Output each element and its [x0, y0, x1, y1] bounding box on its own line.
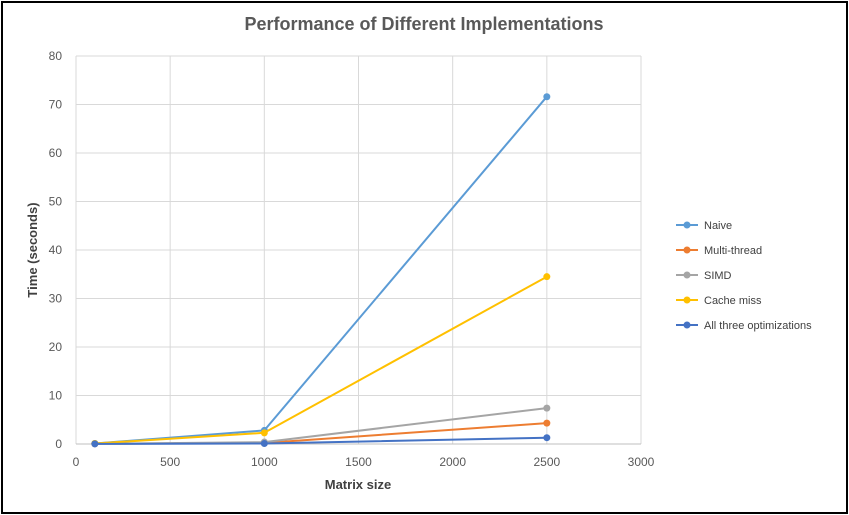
- chart-title: Performance of Different Implementations: [244, 14, 603, 34]
- series-group: [91, 93, 551, 448]
- x-tick-label: 0: [73, 455, 80, 469]
- legend-label: Naive: [704, 220, 732, 232]
- legend-label: Multi-thread: [704, 245, 762, 257]
- axes: 0 10 20 30 40 50 60 70 80 0 500 1000 1500 2000 2500 300…: [49, 49, 655, 469]
- legend-item: Naive: [676, 220, 732, 232]
- legend-label: Cache miss: [704, 295, 762, 307]
- y-tick-label: 20: [49, 340, 63, 354]
- series-line: [94, 275, 548, 445]
- y-tick-label: 70: [49, 98, 63, 112]
- y-tick-label: 50: [49, 195, 63, 209]
- x-tick-label: 2500: [533, 455, 560, 469]
- legend-item: SIMD: [676, 270, 732, 282]
- data-point: [543, 404, 551, 412]
- x-tick-label: 3000: [628, 455, 655, 469]
- series-line: [94, 96, 548, 445]
- x-tick-label: 500: [160, 455, 180, 469]
- y-tick-label: 0: [55, 437, 62, 451]
- y-tick-label: 10: [49, 389, 63, 403]
- series-group: [91, 273, 551, 448]
- legend-item: Multi-thread: [676, 245, 762, 257]
- x-tick-label: 1500: [345, 455, 372, 469]
- series-group: [91, 404, 551, 448]
- y-tick-label: 80: [49, 49, 63, 63]
- x-tick-label: 2000: [439, 455, 466, 469]
- y-axis-title: Time (seconds): [25, 202, 40, 297]
- gridlines: [75, 55, 642, 445]
- y-tick-label: 40: [49, 243, 63, 257]
- data-point: [260, 440, 268, 448]
- legend-label: SIMD: [704, 270, 732, 282]
- legend-swatch-marker: [683, 271, 691, 279]
- y-tick-label: 30: [49, 292, 63, 306]
- data-point: [543, 93, 551, 101]
- data-point: [543, 419, 551, 427]
- data-point: [260, 429, 268, 437]
- data-point: [91, 440, 99, 448]
- data-point: [543, 434, 551, 442]
- data-point: [543, 273, 551, 281]
- legend-swatch-marker: [683, 221, 691, 229]
- legend-item: All three optimizations: [676, 320, 812, 332]
- series-group: [91, 434, 551, 448]
- x-tick-label: 1000: [251, 455, 278, 469]
- legend-label: All three optimizations: [704, 320, 812, 332]
- y-tick-label: 60: [49, 146, 63, 160]
- legend: Naive Multi-thread SIMD Cache miss All three…: [676, 220, 812, 332]
- plot-area: [91, 93, 551, 448]
- legend-swatch-marker: [683, 321, 691, 329]
- x-axis-title: Matrix size: [325, 477, 391, 492]
- legend-swatch-marker: [683, 246, 691, 254]
- legend-swatch-marker: [683, 296, 691, 304]
- legend-item: Cache miss: [676, 295, 762, 307]
- series-line: [94, 422, 547, 445]
